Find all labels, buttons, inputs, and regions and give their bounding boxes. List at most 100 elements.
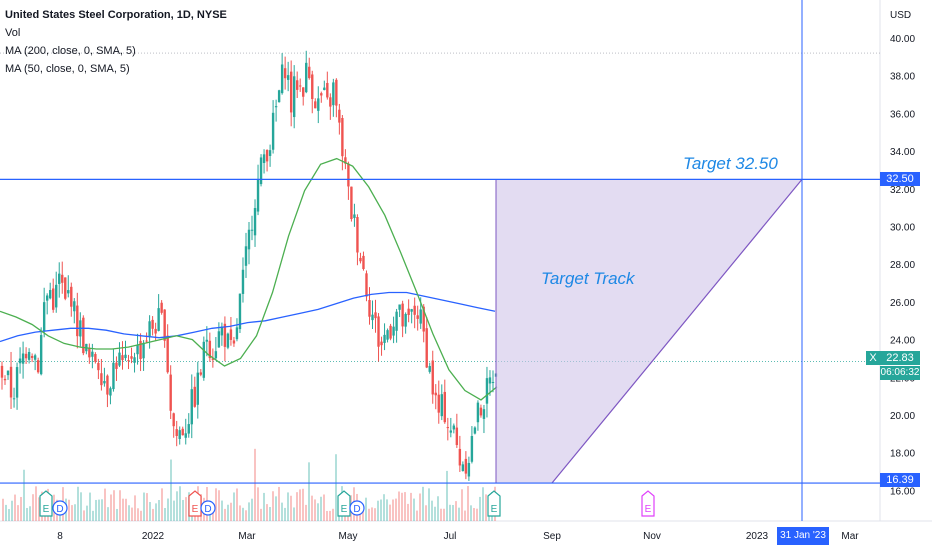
volume-bar — [332, 508, 334, 521]
volume-bar — [113, 490, 115, 521]
ma50-line — [0, 157, 498, 401]
candle-body — [166, 335, 169, 373]
volume-bar — [170, 459, 172, 521]
volume-bar — [146, 493, 148, 521]
candle-body — [217, 331, 221, 348]
volume-bar — [392, 499, 394, 521]
volume-bar — [434, 506, 436, 521]
candle-body — [292, 76, 296, 118]
candle-body — [52, 288, 55, 310]
volume-bar — [161, 488, 163, 521]
candle-body — [395, 311, 398, 331]
volume-bar — [185, 497, 187, 521]
candle-body — [178, 430, 181, 439]
volume-bar — [218, 490, 220, 521]
candle-body — [223, 323, 227, 347]
candle-body — [320, 93, 323, 96]
candle-body — [181, 428, 184, 436]
marker-letter: E — [43, 504, 50, 515]
volume-bar — [29, 506, 31, 521]
date-marker-tag: 31 Jan '23 — [777, 527, 829, 545]
candle-body — [371, 314, 374, 321]
candle-body — [311, 74, 314, 100]
candle-body — [434, 392, 437, 396]
candle-body — [350, 186, 353, 220]
candle-body — [91, 351, 94, 357]
legend-volume[interactable]: Vol — [5, 27, 21, 39]
volume-bar — [233, 492, 235, 521]
dividend-marker — [52, 500, 68, 516]
volume-bar — [2, 498, 4, 521]
candle-body — [100, 373, 103, 386]
candle-body — [308, 66, 311, 79]
currency-label: USD — [890, 10, 911, 21]
volume-bar — [221, 500, 223, 521]
candle-body — [48, 290, 52, 299]
volume-bar — [404, 492, 406, 521]
candle-body — [154, 328, 157, 334]
candle-body — [482, 409, 486, 419]
candle-body — [262, 154, 266, 163]
marker-letter: E — [645, 504, 652, 515]
candle-body — [488, 377, 492, 384]
legend-ma50[interactable]: MA (50, close, 0, SMA, 5) — [5, 63, 130, 75]
volume-bar — [302, 488, 304, 521]
volume-bar — [284, 507, 286, 521]
y-tick-label: 18.00 — [890, 449, 915, 460]
legend-ma200[interactable]: MA (200, close, 0, SMA, 5) — [5, 45, 136, 57]
x-tick-label: 2022 — [142, 531, 165, 542]
volume-bar — [386, 499, 388, 521]
candle-body — [6, 370, 10, 376]
candle-body — [259, 157, 263, 185]
candle-body — [127, 360, 130, 362]
countdown-tag: 06:06:32 — [880, 366, 920, 380]
volume-bar — [398, 491, 400, 521]
earnings-marker — [487, 490, 501, 517]
volume-bar — [71, 505, 73, 521]
symbol-marker[interactable]: X — [866, 351, 880, 365]
candle-body — [229, 329, 233, 340]
candle-body — [172, 413, 175, 427]
volume-bar — [443, 508, 445, 521]
volume-bar — [293, 507, 295, 521]
candle-body — [479, 407, 483, 416]
candle-body — [64, 277, 67, 299]
candle-body — [9, 366, 13, 398]
volume-bar — [380, 499, 382, 521]
volume-bar — [479, 496, 481, 521]
volume-bar — [389, 504, 391, 521]
volume-bar — [182, 499, 184, 521]
candle-body — [133, 357, 136, 363]
volume-bar — [314, 499, 316, 521]
candle-body — [175, 429, 178, 436]
candle-body — [317, 98, 320, 111]
candle-body — [232, 340, 236, 344]
volume-bar — [278, 486, 280, 521]
candle-body — [139, 340, 142, 360]
candle-body — [241, 269, 245, 294]
volume-bar — [362, 509, 364, 521]
y-tick-label: 20.00 — [890, 411, 915, 422]
candle-body — [413, 305, 416, 315]
volume-bar — [449, 504, 451, 521]
candle-body — [277, 90, 281, 103]
candle-body — [208, 340, 212, 359]
volume-bar — [290, 495, 292, 521]
candle-body — [253, 208, 257, 236]
volume-bar — [368, 508, 370, 521]
candle-body — [473, 427, 477, 434]
volume-bar — [422, 486, 424, 521]
candle-body — [452, 425, 456, 430]
target-track-diagonal — [551, 178, 803, 484]
volume-bar — [452, 504, 454, 521]
volume-bar — [98, 499, 100, 521]
candle-body — [295, 80, 299, 90]
marker-letter: D — [204, 504, 211, 515]
candle-body — [103, 380, 106, 384]
target-label: Target 32.50 — [683, 154, 778, 173]
volume-bar — [281, 502, 283, 521]
candle-body — [247, 229, 251, 250]
candle-body — [428, 366, 431, 372]
